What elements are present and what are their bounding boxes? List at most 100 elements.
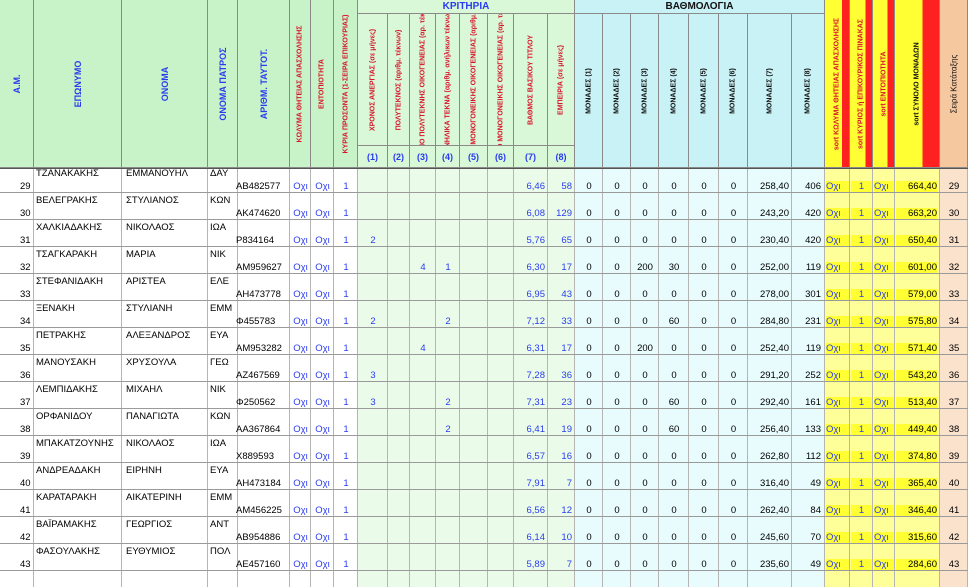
cell-entopiotita: Οχι [315,289,330,300]
cell-sort-entop: Οχι [874,262,894,273]
cell-arithm-tautot: Χ889593 [236,451,275,462]
criteria-number-2: (2) [388,146,410,168]
header-m7[interactable]: ΜΟΝΑΔΕΣ (7) [748,14,792,168]
table-row[interactable]: 37 ΛΕΜΠΙΔΑΚΗΣ ΜΙΧΑΗΛ ΝΙΚ Φ250562 Οχι Οχι 1 3 2 7,3… [0,382,976,409]
cell-m8: 420 [805,208,821,219]
header-m2[interactable]: ΜΟΝΑΔΕΣ (2) [603,14,631,168]
table-row[interactable]: 34 ΞΕΝΑΚΗ ΣΤΥΛΙΑΝΗ ΕΜΜ Φ455783 Οχι Οχι 1 2 2 7,12 3… [0,301,976,328]
table-row[interactable]: 40 ΑΝΔΡΕΑΔΑΚΗ ΕΙΡΗΝΗ ΕΥΑ ΑΗ473184 Οχι Οχι 1 7,91… [0,463,976,490]
header-k1[interactable]: ΧΡΟΝΟΣ ΑΝΕΡΓΙΑΣ (σε μήνες) [358,14,388,146]
table-row[interactable]: 29 ΤΖΑΝΑΚΑΚΗΣ ΕΜΜΑΝΟΥΗΛ ΔΑΥ ΑΒ482577 Οχι Οχι 1 6… [0,166,976,193]
cell-am: 31 [20,235,31,246]
cell-m6: 0 [730,181,737,192]
column-bg-entopiotita [311,168,334,587]
header-arithm_tautot[interactable]: ΑΡΙΘΜ. ΤΑΥΤΟΤ. [238,0,290,168]
cell-entopiotita: Οχι [315,370,330,381]
table-row[interactable]: 36 ΜΑΝΟΥΣΑΚΗ ΧΡΥΣΟΥΛΑ ΓΕΩ ΑΖ467569 Οχι Οχι 1 3 7,… [0,355,976,382]
cell-m3: 200 [637,262,653,273]
header-seira[interactable]: Σειρά Κατάταξης [940,0,968,168]
cell-sort-kyrios: 1 [851,397,872,408]
header-k3[interactable]: ΤΕΚΝΟ ΠΟΛΥΤΕΚΝΗΣ ΟΙΚΟΓΕΝΕΙΑΣ (αρ. τέκνων… [410,14,436,146]
cell-arithm-tautot: ΑΑ367864 [236,424,281,435]
table-row[interactable]: 31 ΧΑΛΚΙΑΔΑΚΗΣ ΝΙΚΟΛΑΟΣ ΙΩΑ Ρ834164 Οχι Οχι 1 2 5… [0,220,976,247]
cell-seira: 43 [948,559,960,570]
cell-seira: 34 [948,316,960,327]
header-sort_entop[interactable]: sort ΕΝΤΟΠΙΟΤΗΤΑ [873,0,895,168]
header-entopiotita[interactable]: ΕΝΤΟΠΙΟΤΗΤΑ [311,0,334,168]
table-row[interactable]: 33 ΣΤΕΦΑΝΙΔΑΚΗ ΑΡΙΣΤΕΑ ΕΛΕ ΑΗ473778 Οχι Οχι 1 6,… [0,274,976,301]
cell-m8: 406 [805,181,821,192]
cell-sort-kyrios: 1 [851,424,872,435]
header-onoma[interactable]: ΟΝΟΜΑ [122,0,208,168]
cell-m7: 256,40 [759,424,789,435]
cell-m2: 0 [614,181,620,192]
cell-m7: 258,40 [759,181,789,192]
cell-sort-synolo: 579,00 [896,289,937,300]
header-eponymo[interactable]: ΕΠΩΝΥΜΟ [34,0,122,168]
cell-eponymo: ΞΕΝΑΚΗ [36,303,75,314]
table-row[interactable]: 39 ΜΠΑΚΑΤΖΟΥΝΗΣ ΝΙΚΟΛΑΟΣ ΙΩΑ Χ889593 Οχι Οχι 1 6… [0,436,976,463]
header-m4[interactable]: ΜΟΝΑΔΕΣ (4) [659,14,689,168]
table-row[interactable]: 42 ΒΑΪΡΑΜΑΚΗΣ ΓΕΩΡΓΙΟΣ ΑΝΤ ΑΒ954886 Οχι Οχι 1 6,… [0,517,976,544]
header-am[interactable]: Α.Μ. [0,0,34,168]
cell-k8: 12 [561,505,572,516]
header-m8[interactable]: ΜΟΝΑΔΕΣ (8) [792,14,825,168]
cell-eponymo: ΦΑΣΟΥΛΑΚΗΣ [36,546,100,557]
header-k7[interactable]: ΒΑΘΜΟΣ ΒΑΣΙΚΟΥ ΤΙΤΛΟΥ [514,14,548,146]
cell-seira: 38 [948,424,960,435]
cell-sort-synolo: 365,40 [896,478,937,489]
cell-sort-entop: Οχι [874,208,894,219]
cell-kolyma: Οχι [293,262,308,273]
table-row[interactable]: 38 ΟΡΦΑΝΙΔΟΥ ΠΑΝΑΓΙΩΤΑ ΚΩΝ ΑΑ367864 Οχι Οχι 1 2 6… [0,409,976,436]
header-k4[interactable]: ΑΝΗΛΙΚΑ ΤΕΚΝΑ (αριθμ. ανήλικων τέκνων) [436,14,460,146]
table-row[interactable]: 30 ΒΕΛΕΓΡΑΚΗΣ ΣΤΥΛΙΑΝΟΣ ΚΩΝ ΑΚ474620 Οχι Οχι 1 6… [0,193,976,220]
cell-sort-synolo: 543,20 [896,370,937,381]
cell-sort-kolyma: Οχι [826,235,849,246]
criteria-number-7: (7) [514,146,548,168]
cell-m7: 284,80 [759,316,789,327]
header-onoma_patros[interactable]: ΟΝΟΜΑ ΠΑΤΡΟΣ [208,0,238,168]
header-k5[interactable]: ΓΟΝΕΑΣ ΜΟΝΟΓΟΝΕΙΚΗΣ ΟΙΚΟΓΕΝΕΙΑΣ (αριθμ. … [460,14,488,146]
cell-k7: 7,12 [526,316,546,327]
table-row[interactable]: 41 ΚΑΡΑΤΑΡΑΚΗ ΑΙΚΑΤΕΡΙΝΗ ΕΜΜ ΑΜ456225 Οχι Οχι 1… [0,490,976,517]
header-k6[interactable]: ΤΕΚΝΟ ΜΟΝΟΓΟΝΕΙΚΗΣ ΟΙΚΟΓΕΝΕΙΑΣ (αρ. τέκν… [488,14,514,146]
criteria-number-8: (8) [548,146,575,168]
header-m5[interactable]: ΜΟΝΑΔΕΣ (5) [689,14,719,168]
header-k8[interactable]: ΕΜΠΕΙΡΙΑ (σε μήνες) [548,14,575,146]
header-kyria_prosonta[interactable]: ΚΥΡΙΑ ΠΡΟΣΟΝΤΑ (1-ΣΕΙΡΑ ΕΠΙΚΟΥΡΙΑΣ) [334,0,358,168]
cell-k4: 1 [445,262,451,273]
table-row[interactable]: 35 ΠΕΤΡΑΚΗΣ ΑΛΕΞΑΝΔΡΟΣ ΕΥΑ ΑΜ953282 Οχι Οχι 1 4 6… [0,328,976,355]
cell-m2: 0 [614,316,620,327]
cell-sort-kolyma: Οχι [826,343,849,354]
cell-sort-kolyma: Οχι [826,370,849,381]
header-m1[interactable]: ΜΟΝΑΔΕΣ (1) [575,14,603,168]
cell-eponymo: ΤΖΑΝΑΚΑΚΗΣ [36,168,99,179]
header-sort_synolo[interactable]: sort ΣΥΝΟΛΟ ΜΟΝΑΔΩΝ [895,0,940,168]
column-bg-m3 [631,168,659,587]
cell-eponymo: ΤΣΑΓΚΑΡΑΚΗ [36,249,98,260]
cell-m3: 0 [642,559,648,570]
cell-arithm-tautot: ΑΗ473778 [236,289,281,300]
cell-m4: 0 [671,532,677,543]
cell-arithm-tautot: ΑΕ457160 [236,559,281,570]
header-k2[interactable]: ΠΟΛΥΤΕΚΝΟΣ (αριθμ. τέκνων) [388,14,410,146]
header-label-eponymo: ΕΠΩΝΥΜΟ [72,60,83,107]
cell-k3: 4 [420,262,426,273]
header-label-k4: ΑΝΗΛΙΚΑ ΤΕΚΝΑ (αριθμ. ανήλικων τέκνων) [444,14,451,146]
header-sort_kyrios[interactable]: sort ΚΥΡΙΟΣ ή ΕΠΙΚΟΥΡΙΚΟΣ ΠΙΝΑΚΑΣ [850,0,873,168]
cell-arithm-tautot: ΑΖ467569 [236,370,280,381]
header-label-k8: ΕΜΠΕΙΡΙΑ (σε μήνες) [557,44,565,115]
cell-seira: 29 [948,181,960,192]
header-kolyma[interactable]: ΚΩΛΥΜΑ ΘΗΤΕΙΑΣ ΑΠΑΣΧΟΛΗΣΗΣ [290,0,311,168]
column-bg-seira [940,168,968,587]
table-row[interactable]: 32 ΤΣΑΓΚΑΡΑΚΗ ΜΑΡΙΑ ΝΙΚ ΑΜ959627 Οχι Οχι 1 4 1 6,3… [0,247,976,274]
cell-m5: 0 [701,505,707,516]
cell-k7: 6,41 [526,424,546,435]
cell-m6: 0 [730,532,737,543]
header-m6[interactable]: ΜΟΝΑΔΕΣ (6) [719,14,748,168]
header-label-m2: ΜΟΝΑΔΕΣ (2) [613,67,620,114]
table-row[interactable]: 43 ΦΑΣΟΥΛΑΚΗΣ ΕΥΘΥΜΙΟΣ ΠΟΛ ΑΕ457160 Οχι Οχι 1 5,… [0,544,976,571]
header-sort_kolyma[interactable]: sort ΚΩΛΥΜΑ ΘΗΤΕΙΑΣ ΑΠΑΣΧΟΛΗΣΗΣ [825,0,850,168]
cell-k7: 6,14 [526,532,546,543]
header-m3[interactable]: ΜΟΝΑΔΕΣ (3) [631,14,659,168]
